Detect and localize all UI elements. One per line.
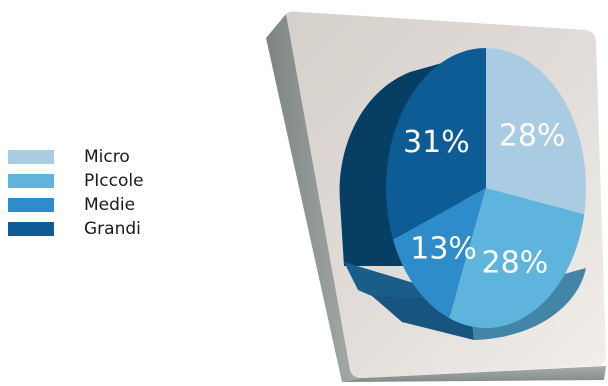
panel-bottom-side xyxy=(342,366,606,382)
legend-swatch xyxy=(8,150,54,164)
pie-slice xyxy=(385,47,486,240)
pie-slices xyxy=(385,47,587,329)
legend-item: Grandi xyxy=(8,217,144,241)
chart-legend: Micro PIccole Medie Grandi xyxy=(8,145,144,241)
legend-item: Micro xyxy=(8,145,144,169)
pie-labels: 28%28%13%31% xyxy=(403,119,565,281)
legend-swatch xyxy=(8,174,54,188)
pie-slice xyxy=(449,188,585,329)
legend-label: PIccole xyxy=(84,171,144,191)
slice-percent-label: 28% xyxy=(482,246,549,281)
slice-percent-label: 13% xyxy=(410,231,477,266)
legend-label: Grandi xyxy=(84,219,141,239)
legend-swatch xyxy=(8,222,54,236)
legend-label: Medie xyxy=(84,195,136,215)
pie-slice xyxy=(393,188,486,319)
legend-item: Medie xyxy=(8,193,144,217)
pie-slice xyxy=(486,48,587,215)
legend-item: PIccole xyxy=(8,169,144,193)
slice-percent-label: 31% xyxy=(403,125,470,160)
legend-swatch xyxy=(8,198,54,212)
slice-percent-label: 28% xyxy=(499,119,566,154)
legend-label: Micro xyxy=(84,147,130,167)
